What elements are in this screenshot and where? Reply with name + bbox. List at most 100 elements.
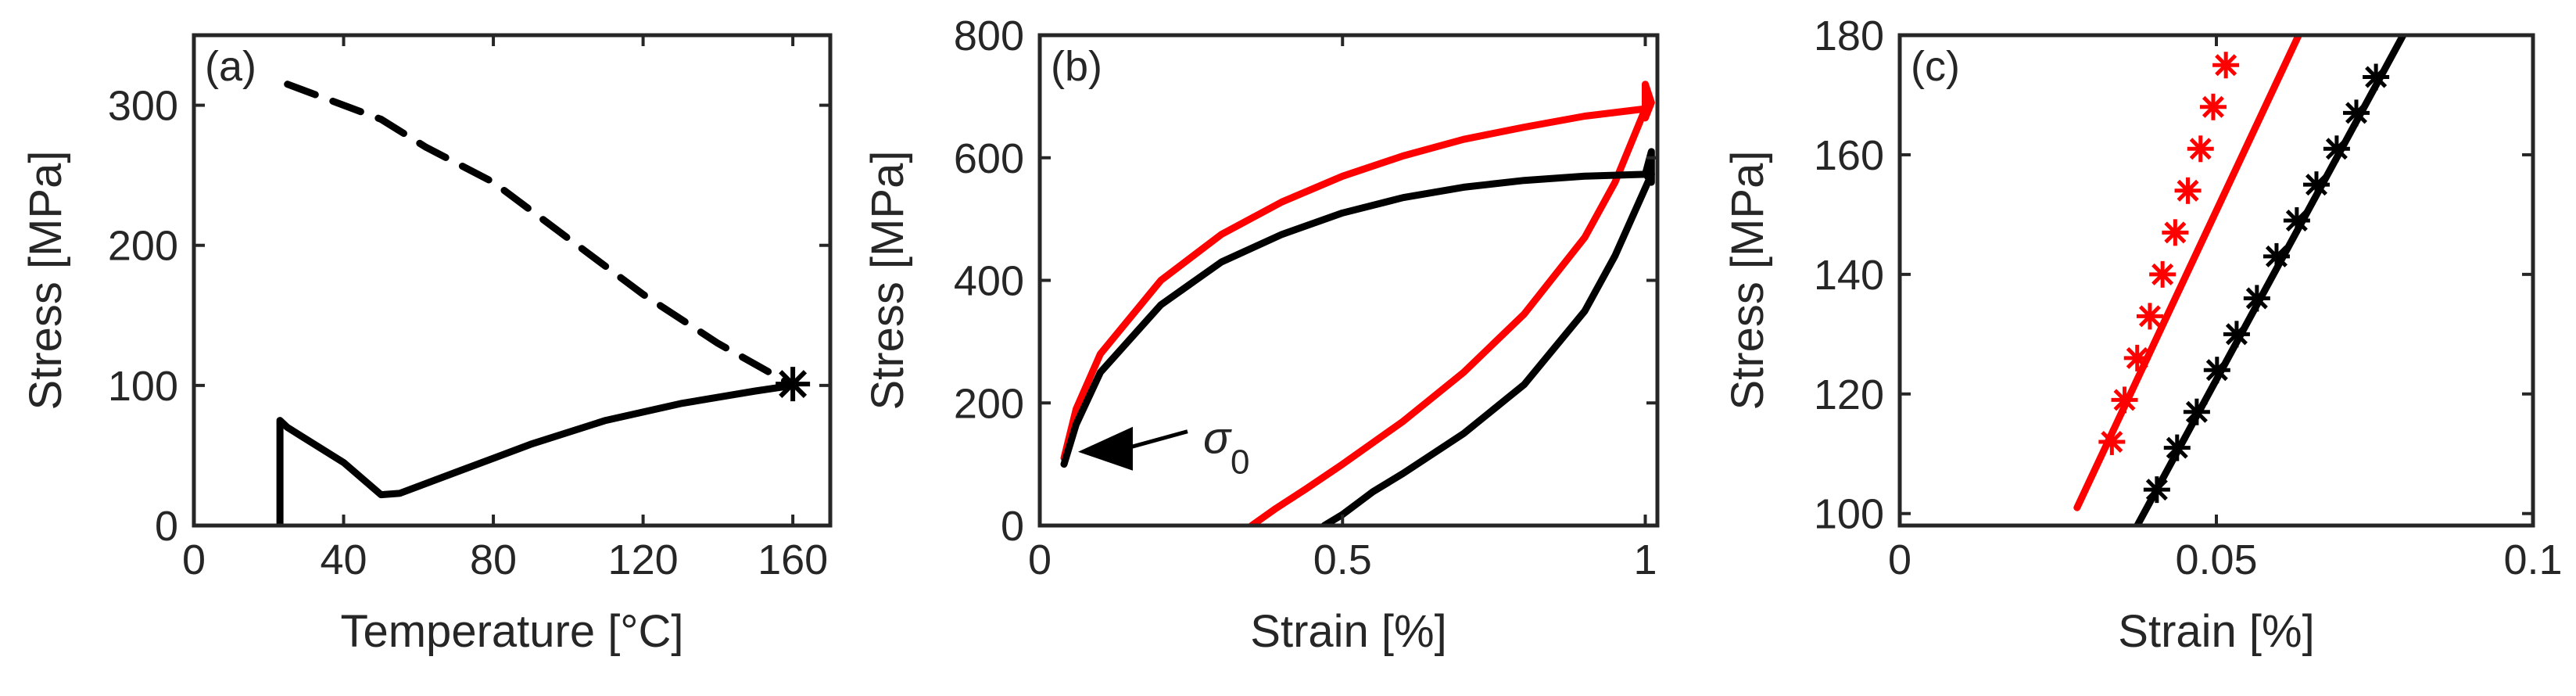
x-tick-label: 0 xyxy=(182,536,206,583)
data-point xyxy=(2199,93,2227,120)
star-stroke xyxy=(2202,95,2224,118)
sigma-symbol: σ xyxy=(1203,413,1232,464)
y-tick-label: 200 xyxy=(954,380,1024,427)
axes-frame xyxy=(192,33,833,528)
data-point xyxy=(776,367,811,402)
annotation-arrowhead xyxy=(1077,426,1133,471)
plot-area xyxy=(276,81,797,526)
data-point xyxy=(2302,171,2330,199)
data-point xyxy=(2162,219,2189,246)
y-tick-label: 160 xyxy=(1814,132,1884,179)
star-stroke xyxy=(2285,210,2308,232)
series-line-3 xyxy=(1642,81,1655,122)
y-tick-label: 100 xyxy=(1814,491,1884,538)
data-point xyxy=(2223,321,2250,348)
data-point xyxy=(2123,344,2151,371)
series-line-2 xyxy=(1248,105,1649,526)
star-stroke xyxy=(2215,54,2237,77)
star-stroke xyxy=(2151,263,2174,285)
star-stroke xyxy=(2265,245,2288,267)
star-stroke xyxy=(2145,479,2168,501)
star-stroke xyxy=(2177,179,2199,202)
star-stroke xyxy=(2138,305,2161,328)
star-stroke xyxy=(2365,66,2388,88)
data-point xyxy=(2149,260,2177,288)
series-line-5 xyxy=(1320,170,1655,526)
data-point xyxy=(2212,52,2240,79)
panel-label: (c) xyxy=(1911,43,1960,90)
y-axis-title: Stress [MPa] xyxy=(1722,151,1773,411)
star-stroke xyxy=(779,370,808,399)
x-tick-label: 0.5 xyxy=(1313,536,1372,583)
panel-3: 0 0.05 0.1 100 120 140 160 180 Strain [%] Stress … xyxy=(1722,13,2563,657)
data-point xyxy=(2183,398,2210,425)
series-line-2 xyxy=(276,382,797,526)
x-axis-title: Temperature [°C] xyxy=(340,606,683,657)
star-stroke xyxy=(2325,138,2348,160)
star-stroke xyxy=(2166,436,2188,459)
star-stroke xyxy=(2113,389,2136,411)
x-axis-title: Strain [%] xyxy=(2118,606,2314,657)
x-tick-label: 0 xyxy=(1888,536,1911,583)
data-point xyxy=(2187,135,2214,163)
star-stroke xyxy=(2205,359,2228,382)
x-tick-label: 1 xyxy=(1633,536,1657,583)
data-point xyxy=(2363,63,2390,91)
series-line-1 xyxy=(284,81,797,389)
star-stroke xyxy=(2225,323,2248,346)
y-tick-label: 0 xyxy=(1001,503,1024,550)
data-point xyxy=(2343,99,2370,127)
data-point xyxy=(2283,207,2310,235)
sigma0-annotation: σ0 xyxy=(1077,413,1249,482)
x-tick-label: 0 xyxy=(1028,536,1052,583)
y-tick-label: 180 xyxy=(1814,13,1884,59)
y-tick-label: 140 xyxy=(1814,252,1884,299)
data-point xyxy=(2174,177,2202,204)
data-point xyxy=(2143,476,2170,504)
panel-label: (a) xyxy=(205,43,256,90)
sigma0-label: σ0 xyxy=(1203,413,1249,482)
y-tick-label: 300 xyxy=(108,83,178,130)
y-tick-label: 400 xyxy=(954,258,1024,305)
star-stroke xyxy=(2101,430,2123,453)
sigma-subscript: 0 xyxy=(1231,443,1249,482)
y-axis-title: Stress [MPa] xyxy=(862,151,913,411)
series-line-4 xyxy=(1060,170,1649,468)
y-tick-label: 100 xyxy=(108,363,178,410)
y-tick-label: 600 xyxy=(954,135,1024,182)
y-tick-label: 200 xyxy=(108,223,178,270)
data-point xyxy=(2263,242,2290,270)
series-line-6 xyxy=(1642,148,1655,186)
panel-label: (b) xyxy=(1051,43,1102,90)
data-point xyxy=(2163,434,2191,461)
x-tick-label: 40 xyxy=(320,536,367,583)
series-line-1 xyxy=(1060,105,1649,462)
data-point xyxy=(2098,428,2126,455)
star-stroke xyxy=(2164,221,2187,244)
x-tick-label: 0.1 xyxy=(2503,536,2562,583)
series-line-1 xyxy=(2073,35,2302,511)
star-stroke xyxy=(2185,400,2208,423)
y-tick-label: 0 xyxy=(155,503,178,550)
star-stroke xyxy=(2245,287,2268,310)
star-stroke xyxy=(2126,346,2148,369)
y-tick-label: 120 xyxy=(1814,371,1884,418)
star-stroke xyxy=(2345,102,2368,124)
y-tick-label: 800 xyxy=(954,13,1024,59)
star-stroke xyxy=(2305,174,2327,196)
x-tick-label: 120 xyxy=(608,536,679,583)
plot-area xyxy=(1060,81,1655,526)
data-point xyxy=(2323,135,2350,163)
x-tick-label: 0.05 xyxy=(2175,536,2257,583)
y-axis-title: Stress [MPa] xyxy=(20,151,71,411)
data-point xyxy=(2136,303,2163,330)
x-tick-label: 80 xyxy=(470,536,517,583)
annotation-arrow-shaft xyxy=(1124,429,1188,451)
star-stroke xyxy=(2189,138,2212,160)
data-point xyxy=(2203,357,2230,384)
x-tick-label: 160 xyxy=(758,536,828,583)
x-axis-title: Strain [%] xyxy=(1250,606,1446,657)
data-point xyxy=(2111,386,2138,414)
